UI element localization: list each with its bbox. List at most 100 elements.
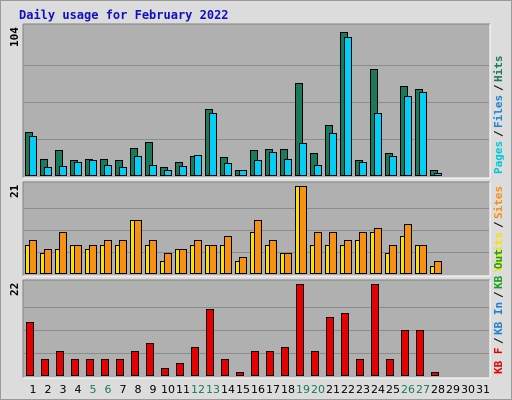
x-tick-label-day-29: 29 bbox=[446, 383, 460, 396]
x-tick-label-day-15: 15 bbox=[236, 383, 250, 396]
bar-kb-f-day-25 bbox=[386, 359, 394, 376]
legend-files: Files bbox=[492, 95, 505, 128]
bar-sites-day-4 bbox=[74, 245, 82, 274]
bar-sites-day-14 bbox=[224, 236, 232, 274]
bar-kb-f-day-17 bbox=[266, 351, 274, 376]
bar-files-day-21 bbox=[329, 133, 337, 176]
bar-sites-day-5 bbox=[89, 245, 97, 274]
x-tick-label-day-21: 21 bbox=[326, 383, 340, 396]
bar-kb-f-day-9 bbox=[146, 343, 154, 376]
bar-kb-f-day-10 bbox=[161, 368, 169, 376]
bar-sites-day-28 bbox=[434, 261, 442, 274]
legend-separator-panel-2: / bbox=[492, 221, 505, 228]
bar-kb-f-day-1 bbox=[26, 322, 34, 376]
legend-separator-panel-3: / bbox=[492, 337, 505, 344]
bar-files-day-25 bbox=[389, 156, 397, 176]
bar-kb-f-day-2 bbox=[41, 359, 49, 376]
bar-kb-f-day-19 bbox=[296, 284, 304, 376]
x-tick-label-day-12: 12 bbox=[191, 383, 205, 396]
legend-kb-in: KB In bbox=[492, 302, 505, 335]
bar-sites-day-2 bbox=[44, 249, 52, 274]
x-tick-label-day-28: 28 bbox=[431, 383, 445, 396]
x-tick-label-day-10: 10 bbox=[161, 383, 175, 396]
x-tick-label-day-16: 16 bbox=[251, 383, 265, 396]
bar-files-day-16 bbox=[254, 160, 262, 176]
x-tick-label-day-22: 22 bbox=[341, 383, 355, 396]
legend-visits: Visits bbox=[492, 232, 505, 272]
bar-kb-f-day-3 bbox=[56, 351, 64, 376]
bar-sites-day-26 bbox=[404, 224, 412, 274]
bar-files-day-19 bbox=[299, 143, 307, 176]
bar-files-day-23 bbox=[359, 162, 367, 176]
legend-separator-panel-1: / bbox=[492, 84, 505, 91]
bar-files-day-27 bbox=[419, 92, 427, 176]
legend-hits: Hits bbox=[492, 56, 505, 83]
x-tick-label-day-9: 9 bbox=[150, 383, 157, 396]
bar-kb-f-day-12 bbox=[191, 347, 199, 376]
legend-separator-panel-3: / bbox=[492, 291, 505, 298]
x-tick-label-day-27: 27 bbox=[416, 383, 430, 396]
bar-sites-day-25 bbox=[389, 245, 397, 274]
x-tick-label-day-6: 6 bbox=[105, 383, 112, 396]
bar-kb-f-day-15 bbox=[236, 372, 244, 376]
bar-files-day-22 bbox=[344, 37, 352, 176]
x-tick-label-day-4: 4 bbox=[75, 383, 82, 396]
bar-files-day-14 bbox=[224, 163, 232, 176]
x-tick-label-day-30: 30 bbox=[461, 383, 475, 396]
bar-files-day-28 bbox=[434, 173, 442, 176]
bar-kb-f-day-4 bbox=[71, 359, 79, 376]
bar-files-day-9 bbox=[149, 165, 157, 176]
bar-files-day-10 bbox=[164, 170, 172, 176]
bar-files-day-4 bbox=[74, 162, 82, 176]
bar-sites-day-19 bbox=[299, 186, 307, 274]
bar-files-day-20 bbox=[314, 165, 322, 176]
legend-separator-panel-1: / bbox=[492, 130, 505, 137]
bar-sites-day-17 bbox=[269, 240, 277, 274]
bar-files-day-26 bbox=[404, 96, 412, 176]
bar-kb-f-day-18 bbox=[281, 347, 289, 376]
bar-files-day-17 bbox=[269, 152, 277, 176]
bar-sites-day-18 bbox=[284, 253, 292, 274]
bar-sites-day-11 bbox=[179, 249, 187, 274]
bar-files-day-6 bbox=[104, 165, 112, 176]
bar-sites-day-6 bbox=[104, 240, 112, 274]
bar-sites-day-22 bbox=[344, 240, 352, 274]
x-tick-label-day-25: 25 bbox=[386, 383, 400, 396]
x-tick-label-day-2: 2 bbox=[45, 383, 52, 396]
bar-kb-f-day-6 bbox=[101, 359, 109, 376]
bar-kb-f-day-24 bbox=[371, 284, 379, 376]
x-tick-label-day-18: 18 bbox=[281, 383, 295, 396]
bar-kb-f-day-22 bbox=[341, 313, 349, 376]
bar-sites-day-10 bbox=[164, 253, 172, 274]
bar-sites-day-13 bbox=[209, 245, 217, 274]
bar-kb-f-day-23 bbox=[356, 359, 364, 376]
bar-files-day-12 bbox=[194, 155, 202, 176]
bar-sites-day-16 bbox=[254, 220, 262, 274]
bar-kb-f-day-21 bbox=[326, 317, 334, 376]
bar-sites-day-24 bbox=[374, 228, 382, 274]
x-tick-label-day-23: 23 bbox=[356, 383, 370, 396]
bar-sites-day-12 bbox=[194, 240, 202, 274]
legend-sites: Sites bbox=[492, 186, 505, 219]
bar-sites-day-1 bbox=[29, 240, 37, 274]
x-tick-label-day-14: 14 bbox=[221, 383, 235, 396]
x-tick-label-day-7: 7 bbox=[120, 383, 127, 396]
y-max-label-panel-1: 104 bbox=[8, 27, 21, 47]
x-tick-label-day-24: 24 bbox=[371, 383, 385, 396]
bar-files-day-13 bbox=[209, 113, 217, 176]
bar-kb-f-day-26 bbox=[401, 330, 409, 376]
x-tick-label-day-31: 31 bbox=[476, 383, 490, 396]
legend-kb-out: KB Out bbox=[492, 249, 505, 289]
x-tick-label-day-17: 17 bbox=[266, 383, 280, 396]
bar-sites-day-23 bbox=[359, 232, 367, 274]
bar-sites-day-27 bbox=[419, 245, 427, 274]
bar-files-day-15 bbox=[239, 170, 247, 176]
bar-files-day-2 bbox=[44, 167, 52, 176]
x-tick-label-day-26: 26 bbox=[401, 383, 415, 396]
bar-sites-day-21 bbox=[329, 232, 337, 274]
bar-files-day-8 bbox=[134, 156, 142, 176]
bar-kb-f-day-11 bbox=[176, 363, 184, 376]
bar-kb-f-day-7 bbox=[116, 359, 124, 376]
bar-kb-f-day-13 bbox=[206, 309, 214, 376]
bar-kb-f-day-20 bbox=[311, 351, 319, 376]
